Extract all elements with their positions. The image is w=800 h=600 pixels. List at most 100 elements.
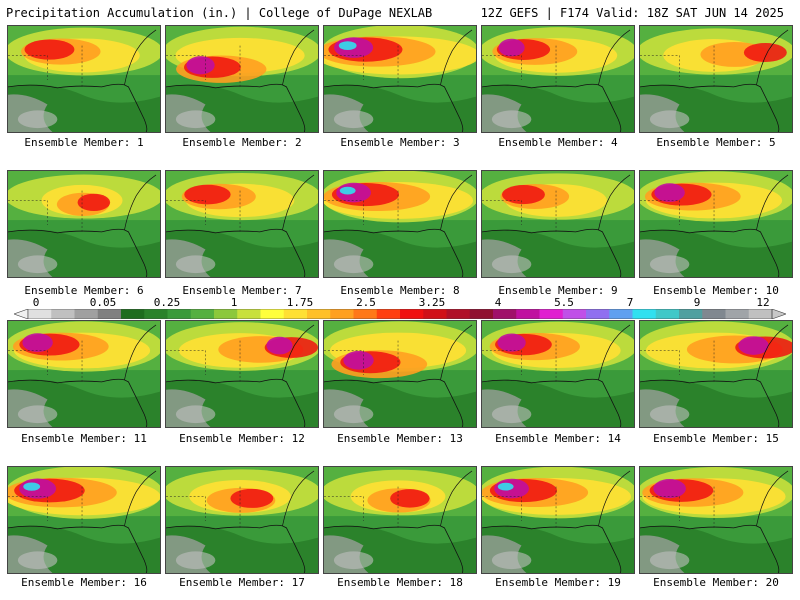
ensemble-member-label: Ensemble Member: 13 (337, 432, 463, 445)
colorbar-swatch (725, 309, 750, 319)
precip-map (324, 321, 476, 427)
colorbar-swatch (539, 309, 564, 319)
precip-map (640, 26, 792, 132)
ensemble-member-label: Ensemble Member: 3 (340, 136, 460, 149)
ensemble-panel-14 (481, 320, 635, 428)
colorbar-tick-label: 12 (756, 296, 770, 309)
precip-map (640, 171, 792, 277)
colorbar-swatch (400, 309, 424, 319)
ensemble-member-label: Ensemble Member: 11 (21, 432, 147, 445)
ensemble-member-label: Ensemble Member: 6 (24, 284, 144, 297)
ensemble-panel-10 (639, 170, 793, 278)
precip-map (166, 321, 318, 427)
colorbar-max-arrow (771, 309, 786, 319)
precip-map (640, 467, 792, 573)
ensemble-panel-8 (323, 170, 477, 278)
colorbar-swatch (748, 309, 773, 319)
colorbar-swatch (51, 309, 75, 319)
header-valid-time: 12Z GEFS | F174 Valid: 18Z SAT JUN 14 20… (480, 6, 784, 20)
precip-map (482, 321, 634, 427)
precip-map (8, 171, 160, 277)
precip-map (166, 26, 318, 132)
ensemble-member-label: Ensemble Member: 4 (498, 136, 618, 149)
colorbar-tick-label: 1 (230, 296, 238, 309)
header-title: Precipitation Accumulation (in.) | Colle… (6, 6, 433, 20)
ensemble-member-label: Ensemble Member: 2 (182, 136, 302, 149)
colorbar-swatch (121, 309, 145, 319)
precip-map (166, 467, 318, 573)
ensemble-member-label: Ensemble Member: 15 (653, 432, 779, 445)
colorbar-swatch (190, 309, 215, 319)
ensemble-member-label: Ensemble Member: 8 (340, 284, 460, 297)
ensemble-member-label: Ensemble Member: 10 (653, 284, 779, 297)
colorbar-swatch (97, 309, 122, 319)
colorbar-swatch (469, 309, 494, 319)
precip-map (324, 467, 476, 573)
precip-map (8, 26, 160, 132)
ensemble-member-label: Ensemble Member: 18 (337, 576, 463, 589)
colorbar-tick-label: 9 (693, 296, 701, 309)
ensemble-panel-9 (481, 170, 635, 278)
colorbar-swatch (28, 309, 52, 319)
colorbar-swatch (376, 309, 401, 319)
ensemble-panel-7 (165, 170, 319, 278)
colorbar-swatch (702, 309, 726, 319)
ensemble-panel-4 (481, 25, 635, 133)
precip-map (482, 26, 634, 132)
precip-map (8, 321, 160, 427)
colorbar-swatch (74, 309, 99, 319)
colorbar-tick-label: 4 (494, 296, 502, 309)
colorbar-tick-label: 0.05 (89, 296, 117, 309)
ensemble-member-label: Ensemble Member: 20 (653, 576, 779, 589)
colorbar (14, 309, 786, 319)
precip-map (482, 171, 634, 277)
precip-map (324, 171, 476, 277)
precip-map (324, 26, 476, 132)
ensemble-panel-18 (323, 466, 477, 574)
colorbar-swatch (144, 309, 168, 319)
ensemble-member-label: Ensemble Member: 1 (24, 136, 144, 149)
colorbar-swatch (655, 309, 680, 319)
colorbar-swatch (632, 309, 657, 319)
ensemble-panel-1 (7, 25, 161, 133)
ensemble-panel-11 (7, 320, 161, 428)
colorbar-tick-label: 2.5 (356, 296, 376, 309)
colorbar-swatch (423, 309, 447, 319)
colorbar-tick-label: 7 (626, 296, 634, 309)
colorbar-swatch (562, 309, 587, 319)
colorbar-swatch (307, 309, 331, 319)
colorbar-swatch (330, 309, 354, 319)
ensemble-member-label: Ensemble Member: 12 (179, 432, 305, 445)
colorbar-tick-label: 0 (32, 296, 40, 309)
ensemble-panel-5 (639, 25, 793, 133)
ensemble-panel-2 (165, 25, 319, 133)
ensemble-member-label: Ensemble Member: 16 (21, 576, 147, 589)
colorbar-swatch (516, 309, 540, 319)
colorbar-swatch (353, 309, 378, 319)
colorbar-swatch (586, 309, 610, 319)
ensemble-panel-15 (639, 320, 793, 428)
colorbar-swatch (283, 309, 308, 319)
colorbar-swatch (679, 309, 703, 319)
precip-map (166, 171, 318, 277)
ensemble-member-label: Ensemble Member: 7 (182, 284, 302, 297)
ensemble-panel-12 (165, 320, 319, 428)
ensemble-panel-19 (481, 466, 635, 574)
colorbar-tick-label: 3.25 (418, 296, 446, 309)
colorbar-swatch (214, 309, 238, 319)
colorbar-swatch (237, 309, 261, 319)
ensemble-panel-20 (639, 466, 793, 574)
ensemble-panel-6 (7, 170, 161, 278)
precip-map (482, 467, 634, 573)
colorbar-min-arrow (14, 309, 29, 319)
ensemble-member-label: Ensemble Member: 9 (498, 284, 618, 297)
ensemble-member-label: Ensemble Member: 5 (656, 136, 776, 149)
ensemble-panel-16 (7, 466, 161, 574)
ensemble-panel-17 (165, 466, 319, 574)
colorbar-swatch (260, 309, 285, 319)
colorbar-swatch (609, 309, 633, 319)
precip-map (640, 321, 792, 427)
colorbar-tick-label: 5.5 (554, 296, 574, 309)
ensemble-member-label: Ensemble Member: 19 (495, 576, 621, 589)
